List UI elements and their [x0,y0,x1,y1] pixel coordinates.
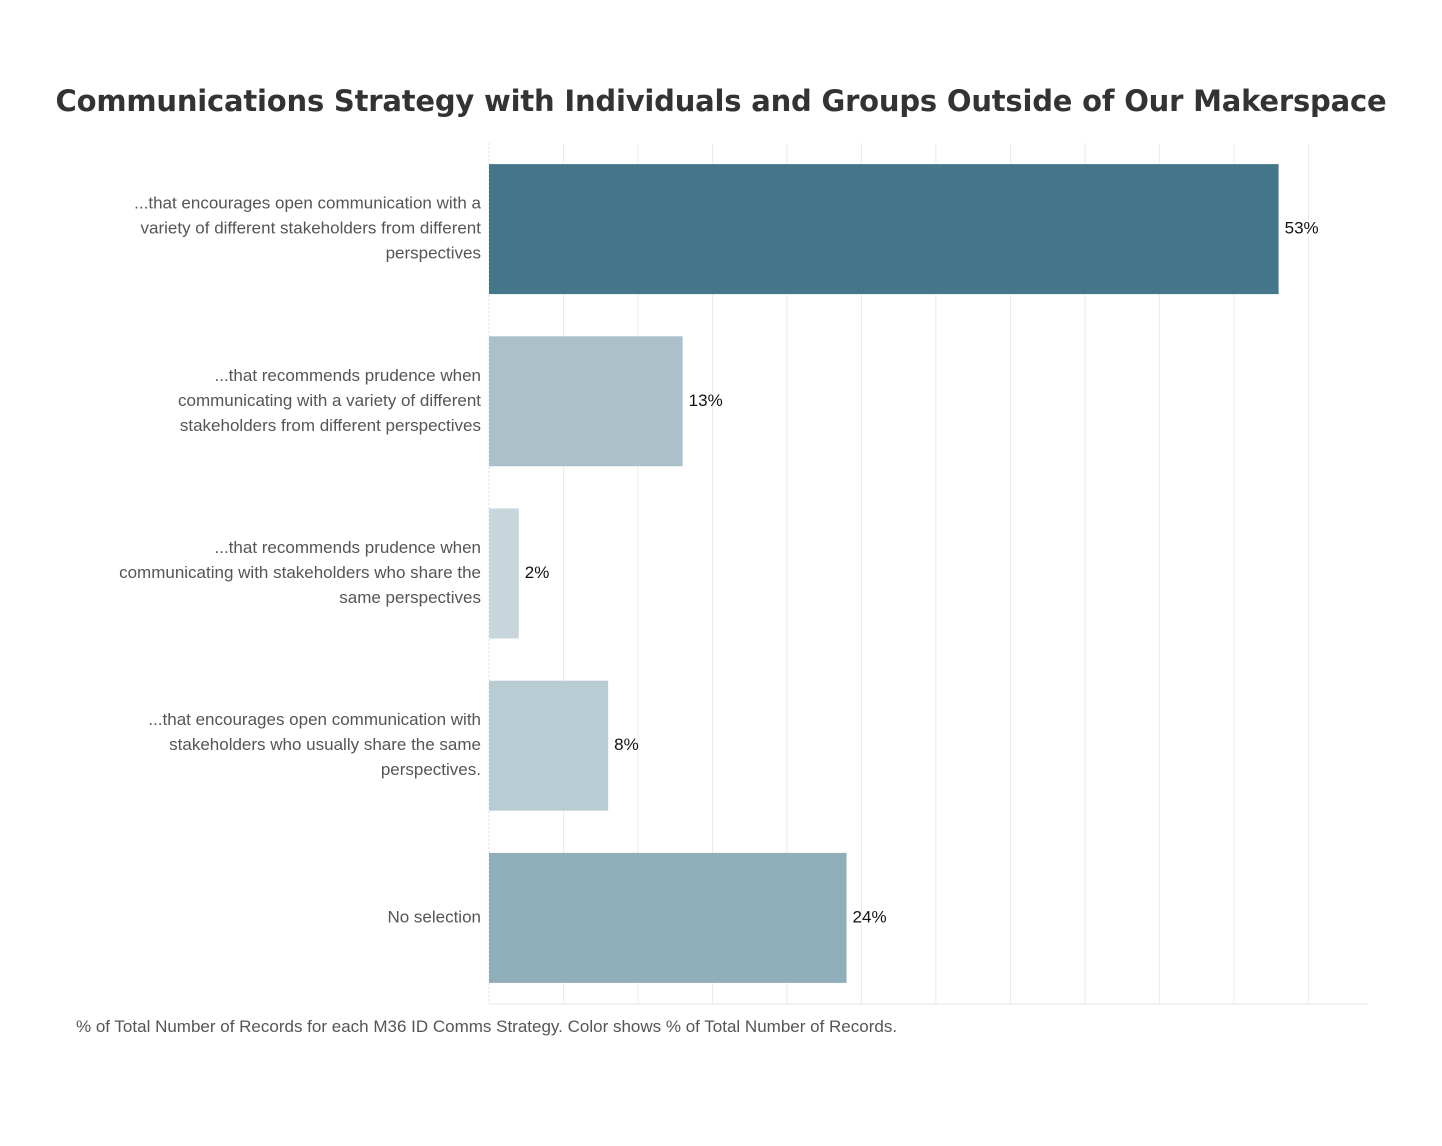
value-label: 13% [689,391,723,410]
category-label-line: perspectives [386,244,481,263]
category-label: ...that encourages open communication wi… [148,710,481,779]
category-label-line: No selection [387,907,481,926]
category-label: ...that encourages open communication wi… [134,194,481,263]
bar [489,164,1279,295]
value-label: 2% [525,563,550,582]
bar [489,508,519,639]
category-label-line: stakeholders who usually share the same [169,735,481,754]
category-label-line: communicating with a variety of differen… [178,391,481,410]
category-label-line: ...that recommends prudence when [215,538,481,557]
category-label-line: ...that recommends prudence when [215,366,481,385]
chart-title: Communications Strategy with Individuals… [55,84,1387,118]
bar [489,680,609,811]
category-label-line: stakeholders from different perspectives [180,416,481,435]
category-label-line: ...that encourages open communication wi… [134,194,481,213]
chart-footnote: % of Total Number of Records for each M3… [76,1017,898,1036]
category-label: ...that recommends prudence when communic… [178,366,481,435]
category-label-line: perspectives. [381,760,481,779]
category-label-line: communicating with stakeholders who shar… [119,563,481,582]
value-label: 53% [1285,219,1319,238]
category-label: No selection [387,907,481,926]
category-label-line: variety of different stakeholders from d… [141,219,482,238]
bar [489,852,847,983]
category-labels: ...that encourages open communication wi… [119,194,481,927]
category-label-line: ...that encourages open communication wi… [148,710,481,729]
category-label-line: same perspectives [339,588,481,607]
category-label: ...that recommends prudence when communic… [119,538,481,607]
value-label: 8% [614,735,639,754]
bar [489,336,683,467]
value-label: 24% [853,907,887,926]
bars [489,164,1279,983]
value-labels: 53% 13% 2% 8% 24% [525,219,1319,927]
